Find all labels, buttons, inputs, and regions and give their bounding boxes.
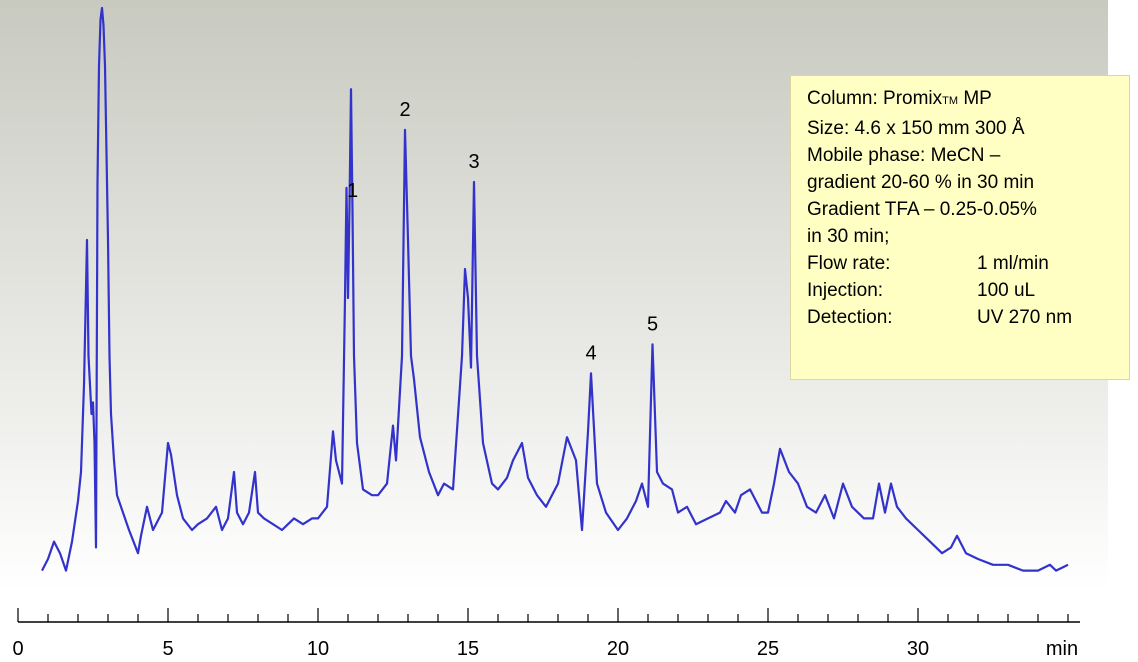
info-row-label: Injection: bbox=[807, 280, 884, 301]
x-tick-label: 20 bbox=[607, 638, 629, 660]
info-row-label: Detection: bbox=[807, 307, 893, 328]
info-row-value: UV 270 nm bbox=[977, 307, 1073, 328]
info-column-prefix: Column: Promix bbox=[807, 88, 943, 109]
info-mobile-phase: Mobile phase: MeCN – bbox=[807, 145, 1001, 166]
peak-labels: 1 2 3 4 5 bbox=[347, 99, 658, 365]
x-tick-label: 15 bbox=[457, 638, 479, 660]
peak-label: 2 bbox=[399, 99, 410, 121]
info-row-detection: Detection: UV 270 nm bbox=[807, 304, 1129, 331]
info-gradient-tfa: Gradient TFA – 0.25-0.05% bbox=[807, 199, 1037, 220]
x-axis-label: min bbox=[1046, 638, 1078, 660]
info-row-value: 1 ml/min bbox=[977, 253, 1049, 274]
info-column-suffix: MP bbox=[958, 88, 992, 109]
x-axis-ticks bbox=[17, 608, 1069, 622]
info-size: Size: 4.6 x 150 mm 300 Å bbox=[807, 118, 1025, 139]
info-row-label: Flow rate: bbox=[807, 253, 891, 274]
peak-label: 3 bbox=[468, 151, 479, 173]
info-row-flow-rate: Flow rate: 1 ml/min bbox=[807, 250, 1129, 277]
x-axis-tick-labels: 0 5 10 15 20 25 30 bbox=[12, 638, 929, 660]
peak-label: 1 bbox=[347, 180, 358, 202]
x-tick-label: 5 bbox=[162, 638, 173, 660]
info-column: Column: PromixTM MP bbox=[807, 85, 1129, 115]
method-info-box: Column: PromixTM MP Size: 4.6 x 150 mm 3… bbox=[790, 75, 1130, 380]
peak-label: 5 bbox=[647, 313, 658, 335]
info-row-value: 100 uL bbox=[977, 280, 1036, 301]
info-gradient: gradient 20-60 % in 30 min bbox=[807, 172, 1035, 193]
trademark-mark: TM bbox=[942, 95, 959, 107]
x-tick-label: 30 bbox=[907, 638, 929, 660]
chromatogram-trace bbox=[41, 6, 1069, 572]
x-tick-label: 0 bbox=[12, 638, 23, 660]
x-tick-label: 10 bbox=[307, 638, 329, 660]
info-gradient-time: in 30 min; bbox=[807, 226, 890, 247]
info-row-injection: Injection: 100 uL bbox=[807, 277, 1129, 304]
x-tick-label: 25 bbox=[757, 638, 779, 660]
peak-label: 4 bbox=[585, 342, 596, 364]
